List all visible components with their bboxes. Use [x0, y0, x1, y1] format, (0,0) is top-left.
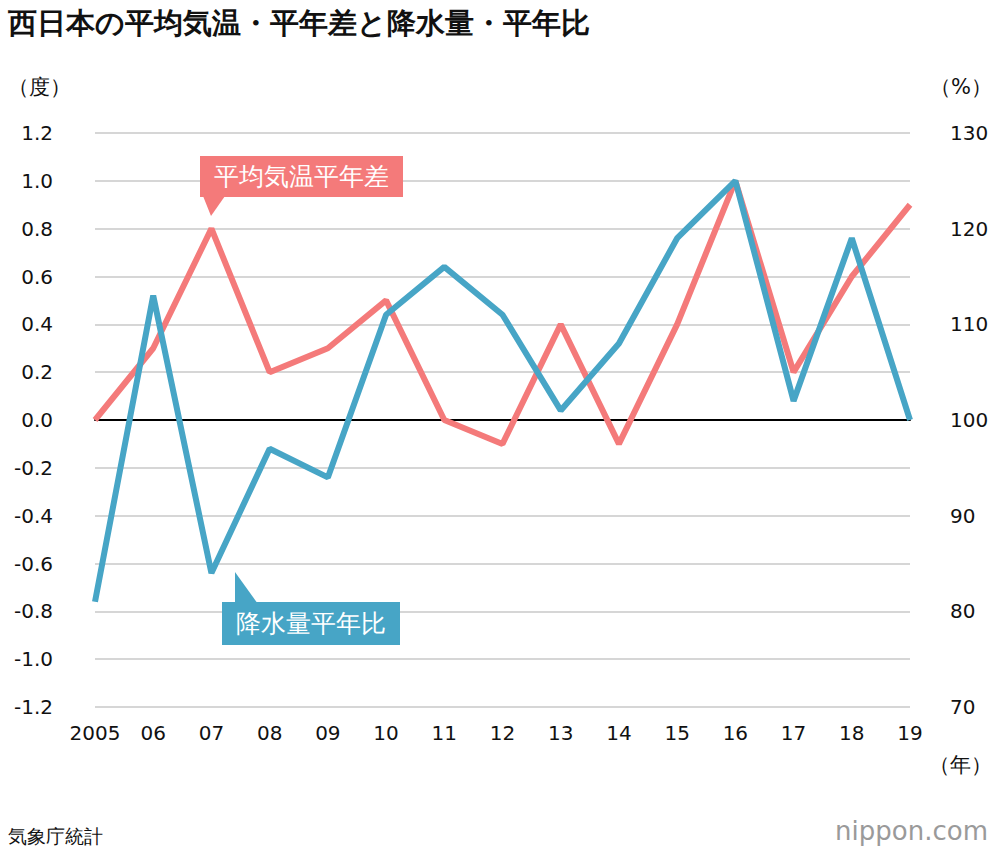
svg-text:2005: 2005: [70, 721, 121, 745]
svg-text:09: 09: [315, 721, 340, 745]
svg-text:-1.2: -1.2: [14, 695, 53, 719]
svg-text:18: 18: [839, 721, 864, 745]
svg-text:80: 80: [950, 599, 975, 623]
svg-text:17: 17: [781, 721, 806, 745]
svg-text:（度）: （度）: [8, 75, 71, 99]
svg-text:110: 110: [950, 312, 988, 336]
svg-text:降水量平年比: 降水量平年比: [236, 609, 386, 638]
svg-text:nippon.com: nippon.com: [835, 816, 988, 846]
svg-text:0.4: 0.4: [21, 312, 53, 336]
svg-text:120: 120: [950, 217, 988, 241]
svg-text:19: 19: [897, 721, 922, 745]
svg-text:1.2: 1.2: [21, 121, 53, 145]
svg-text:12: 12: [490, 721, 515, 745]
svg-text:15: 15: [664, 721, 689, 745]
svg-text:（%）: （%）: [930, 75, 992, 99]
svg-text:-0.4: -0.4: [14, 504, 53, 528]
svg-text:06: 06: [140, 721, 165, 745]
svg-text:（年）: （年）: [929, 753, 992, 777]
svg-text:70: 70: [950, 695, 975, 719]
svg-text:90: 90: [950, 504, 975, 528]
svg-text:0.6: 0.6: [21, 265, 53, 289]
svg-text:0.2: 0.2: [21, 360, 53, 384]
svg-text:1.0: 1.0: [21, 169, 53, 193]
svg-text:10: 10: [373, 721, 398, 745]
svg-text:16: 16: [723, 721, 748, 745]
svg-text:-0.8: -0.8: [14, 599, 53, 623]
svg-text:14: 14: [606, 721, 631, 745]
svg-text:0.8: 0.8: [21, 217, 53, 241]
svg-text:気象庁統計: 気象庁統計: [8, 825, 103, 847]
svg-text:07: 07: [199, 721, 224, 745]
svg-text:130: 130: [950, 121, 988, 145]
svg-text:西日本の平均気温・平年差と降水量・平年比: 西日本の平均気温・平年差と降水量・平年比: [7, 6, 590, 40]
svg-text:0.0: 0.0: [21, 408, 53, 432]
svg-text:08: 08: [257, 721, 282, 745]
svg-text:100: 100: [950, 408, 988, 432]
svg-text:-0.6: -0.6: [14, 552, 53, 576]
svg-text:-1.0: -1.0: [14, 647, 53, 671]
svg-text:13: 13: [548, 721, 573, 745]
svg-text:-0.2: -0.2: [14, 456, 53, 480]
svg-text:平均気温平年差: 平均気温平年差: [214, 162, 389, 191]
svg-text:11: 11: [432, 721, 457, 745]
